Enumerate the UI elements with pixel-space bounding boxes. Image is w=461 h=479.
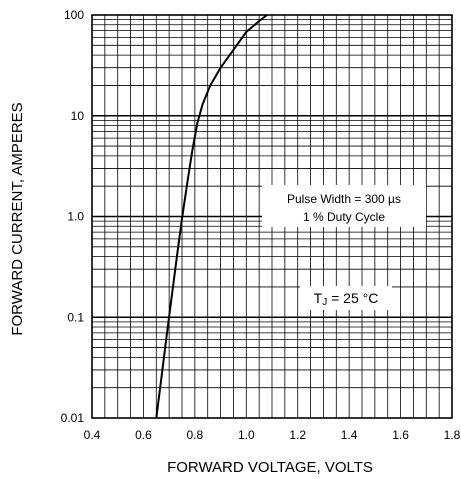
tj-subscript: J [322,297,327,308]
tick-labels: 0.4 0.6 0.8 1.0 1.2 1.4 1.6 1.8 0.01 0.1 1.0 10 100 [61,8,461,442]
data-series [155,14,268,419]
y-axis-title: FORWARD CURRENT, AMPERES [9,102,26,335]
tj-rest: = 25 °C [327,290,378,306]
x-tick-label: 1.2 [289,428,306,442]
forward-current-curve [155,14,268,419]
x-tick-label: 1.6 [392,428,409,442]
pulse-width-label: Pulse Width = 300 µs [287,192,401,206]
x-tick-label: 1.0 [238,428,255,442]
y-tick-label: 100 [64,8,84,22]
x-tick-label: 1.8 [444,428,461,442]
x-tick-label: 0.4 [84,428,101,442]
y-tick-label: 1.0 [67,210,84,224]
plot-frame [91,14,453,419]
plot-border [91,14,453,419]
x-axis-title: FORWARD VOLTAGE, VOLTS [167,459,373,476]
x-tick-label: 0.6 [135,428,152,442]
tj-annotation-background [300,286,392,310]
pulse-annotation-background [262,185,426,227]
duty-cycle-label: 1 % Duty Cycle [303,210,385,224]
x-tick-label: 1.4 [341,428,358,442]
y-tick-label: 0.1 [67,310,84,324]
tj-main: T [314,290,323,306]
y-tick-label: 10 [71,109,85,123]
junction-temperature-label: TJ = 25 °C [314,290,379,308]
y-tick-label: 0.01 [61,411,85,425]
x-tick-label: 0.8 [187,428,204,442]
